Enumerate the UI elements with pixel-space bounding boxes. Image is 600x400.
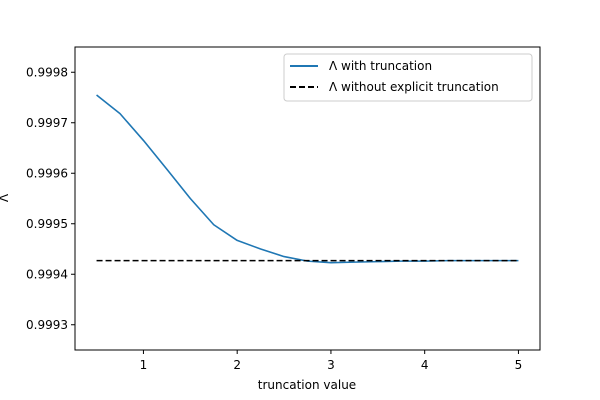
legend-box [283, 53, 533, 102]
x-tick-label: 5 [515, 358, 523, 372]
y-tick-label: 0.9998 [26, 65, 68, 79]
series-lines [96, 94, 519, 264]
legend-label-with-truncation: Λ with truncation [329, 59, 432, 73]
y-tick-label: 0.9993 [26, 318, 68, 332]
y-axis-label: Λ [0, 193, 11, 202]
y-tick-label: 0.9994 [26, 267, 68, 281]
y-tick-label: 0.9995 [26, 217, 68, 231]
x-tick-label: 3 [327, 358, 335, 372]
y-tick-label: 0.9997 [26, 116, 68, 130]
x-tick-label: 2 [233, 358, 241, 372]
x-axis-ticks: 1 2 3 4 5 [140, 350, 523, 372]
x-tick-label: 1 [140, 358, 148, 372]
legend-label-without-truncation: Λ without explicit truncation [329, 80, 499, 94]
x-axis-label: truncation value [258, 378, 356, 392]
y-tick-label: 0.9996 [26, 166, 68, 180]
legend: Λ with truncation Λ without explicit tru… [283, 53, 533, 102]
y-axis-ticks: 0.9993 0.9994 0.9995 0.9996 0.9997 0.9998 [26, 65, 75, 332]
x-tick-label: 4 [421, 358, 429, 372]
